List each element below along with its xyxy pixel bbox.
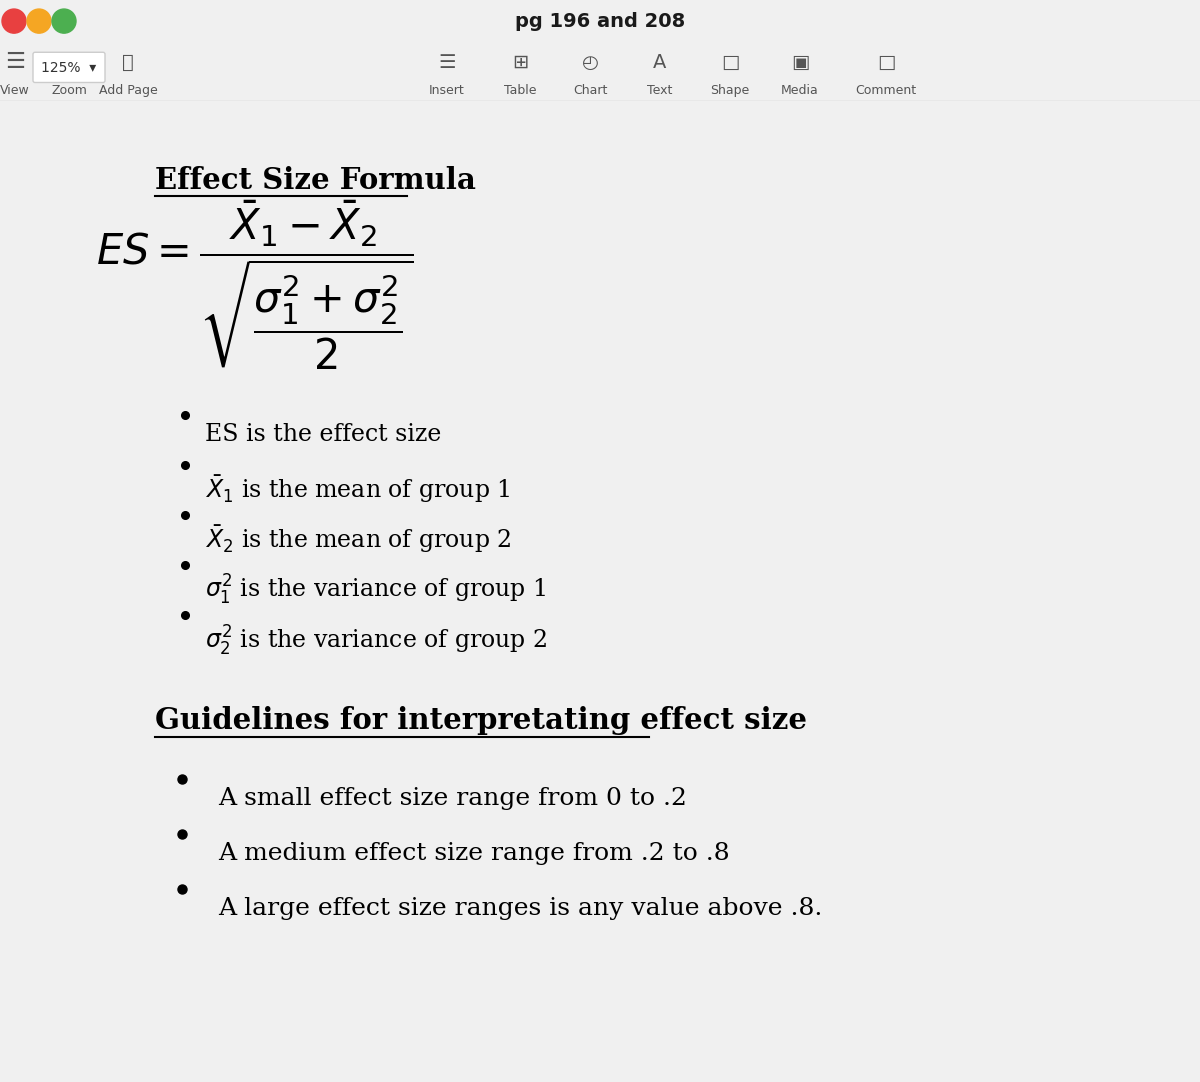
Text: ☰: ☰ (438, 53, 456, 71)
Text: A small effect size range from 0 to .2: A small effect size range from 0 to .2 (218, 787, 686, 809)
Text: $\sigma_2^2$ is the variance of group 2: $\sigma_2^2$ is the variance of group 2 (205, 623, 547, 658)
Text: Add Page: Add Page (98, 84, 157, 97)
Text: □: □ (721, 53, 739, 71)
Circle shape (28, 9, 50, 34)
Text: ⊞: ⊞ (512, 53, 528, 71)
Text: Zoom: Zoom (52, 84, 86, 97)
Text: View: View (0, 84, 30, 97)
Text: A medium effect size range from .2 to .8: A medium effect size range from .2 to .8 (218, 842, 730, 865)
Text: ➕: ➕ (122, 53, 134, 71)
Text: $\bar{X}_1$ is the mean of group 1: $\bar{X}_1$ is the mean of group 1 (205, 473, 510, 505)
Text: pg 196 and 208: pg 196 and 208 (515, 12, 685, 30)
Text: $\bar{X}_2$ is the mean of group 2: $\bar{X}_2$ is the mean of group 2 (205, 524, 511, 555)
FancyBboxPatch shape (34, 52, 106, 82)
Text: A: A (653, 53, 667, 71)
Text: Insert: Insert (430, 84, 464, 97)
Text: ☰: ☰ (5, 52, 25, 72)
Text: A large effect size ranges is any value above .8.: A large effect size ranges is any value … (218, 897, 822, 920)
Circle shape (2, 9, 26, 34)
Text: □: □ (877, 53, 895, 71)
Text: Chart: Chart (572, 84, 607, 97)
Circle shape (52, 9, 76, 34)
Text: Guidelines for interpretating effect size: Guidelines for interpretating effect siz… (155, 707, 808, 736)
Text: $\sigma_1^2$ is the variance of group 1: $\sigma_1^2$ is the variance of group 1 (205, 573, 546, 607)
Text: Text: Text (647, 84, 673, 97)
Text: Shape: Shape (710, 84, 750, 97)
Text: Media: Media (781, 84, 818, 97)
Text: Comment: Comment (856, 84, 917, 97)
Text: ▣: ▣ (791, 53, 809, 71)
Text: Table: Table (504, 84, 536, 97)
Text: ◴: ◴ (582, 53, 599, 71)
Text: Effect Size Formula: Effect Size Formula (155, 166, 476, 195)
Text: 125%  ▾: 125% ▾ (41, 62, 97, 76)
Text: $\mathit{ES} = \dfrac{\bar{X}_1 - \bar{X}_2}{\sqrt{\dfrac{\sigma_1^2 + \sigma_2^: $\mathit{ES} = \dfrac{\bar{X}_1 - \bar{X… (96, 199, 414, 372)
Text: ES is the effect size: ES is the effect size (205, 423, 442, 446)
